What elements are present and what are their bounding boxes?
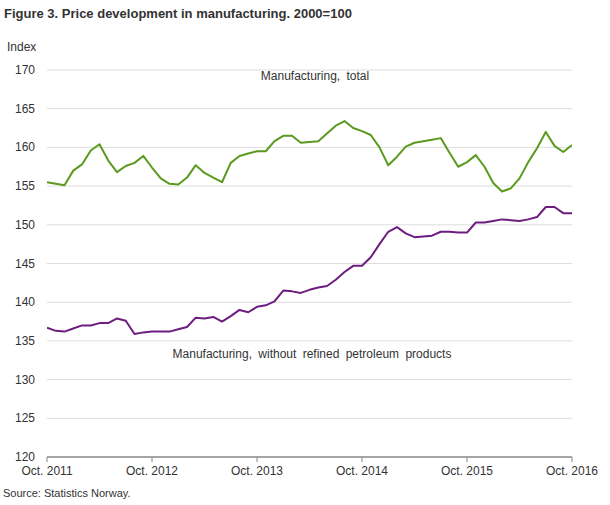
y-tick-label: 140 <box>15 295 35 309</box>
y-label: Index <box>7 40 36 54</box>
x-tick <box>152 457 153 462</box>
grid-line <box>47 263 572 264</box>
series-line <box>47 121 572 191</box>
series-annotation: Manufacturing, without refined petroleum… <box>173 347 452 361</box>
chart: Figure 3. Price development in manufactu… <box>0 0 610 505</box>
x-tick <box>362 457 363 462</box>
x-tick-label: Oct. 2016 <box>546 464 598 478</box>
grid-line <box>47 302 572 303</box>
x-tick <box>467 457 468 462</box>
source: Source: Statistics Norway. <box>3 487 131 499</box>
x-tick-label: Oct. 2014 <box>336 464 388 478</box>
y-tick-label: 160 <box>15 140 35 154</box>
series-line <box>47 207 572 334</box>
plot-area <box>47 121 572 334</box>
grid-line <box>47 379 572 380</box>
y-tick-label: 165 <box>15 102 35 116</box>
x-tick <box>572 457 573 462</box>
y-tick-label: 135 <box>15 334 35 348</box>
y-tick-label: 150 <box>15 218 35 232</box>
series-annotation: Manufacturing, total <box>261 69 369 83</box>
grid-line <box>47 457 572 458</box>
y-tick-label: 155 <box>15 179 35 193</box>
x-tick-label: Oct. 2013 <box>231 464 283 478</box>
y-tick-label: 130 <box>15 373 35 387</box>
x-tick-label: Oct. 2012 <box>126 464 178 478</box>
title: Figure 3. Price development in manufactu… <box>4 6 352 21</box>
y-tick-label: 170 <box>15 63 35 77</box>
grid-line <box>47 418 572 419</box>
x-tick <box>257 457 258 462</box>
y-tick-label: 120 <box>15 450 35 464</box>
grid-line <box>47 186 572 187</box>
grid-line <box>47 147 572 148</box>
x-tick-label: Oct. 2011 <box>21 464 72 478</box>
y-tick-label: 145 <box>15 257 35 271</box>
y-tick-label: 125 <box>15 411 35 425</box>
grid-line <box>47 340 572 341</box>
x-axis <box>47 457 572 458</box>
x-tick <box>47 457 48 462</box>
grid-line <box>47 224 572 225</box>
x-tick-label: Oct. 2015 <box>441 464 493 478</box>
grid-line <box>47 108 572 109</box>
